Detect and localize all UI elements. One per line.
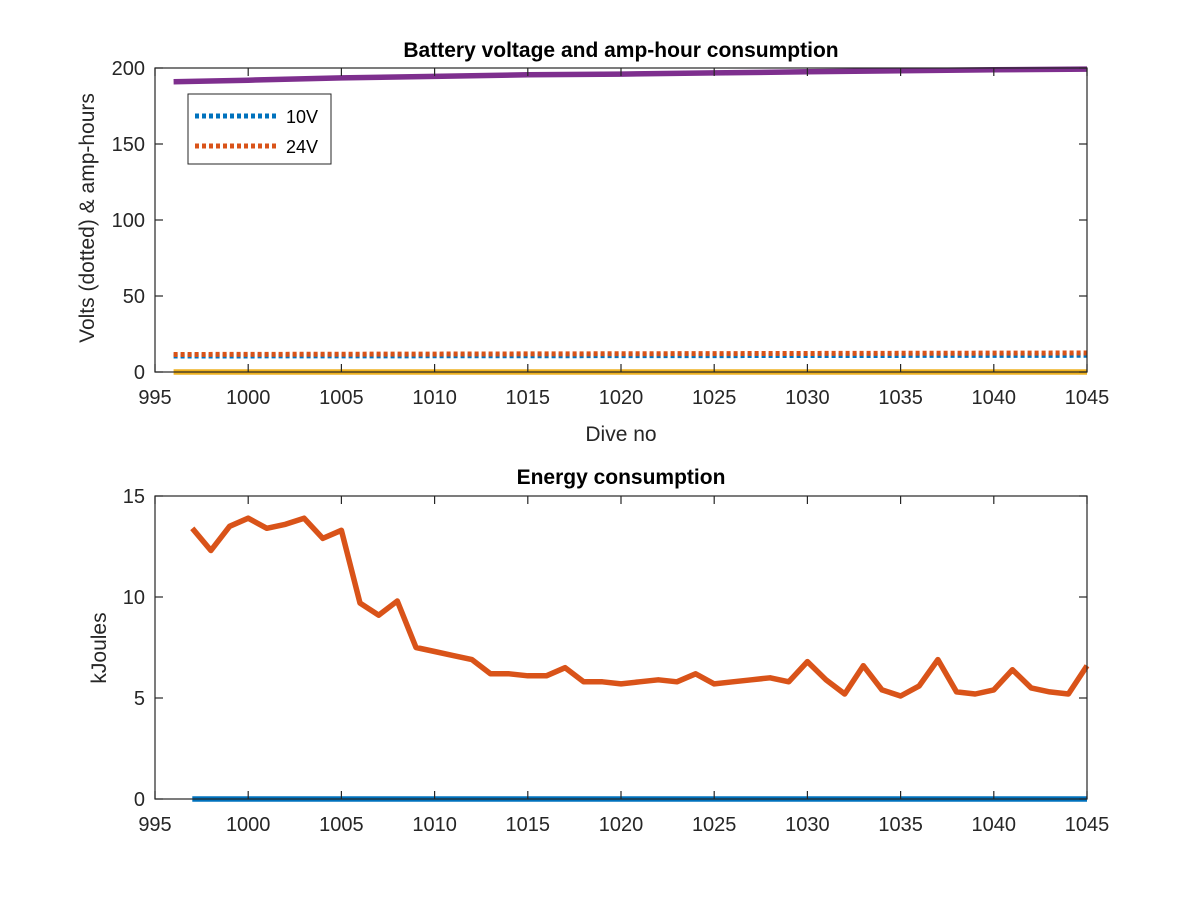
x-tick-label: 1005 bbox=[319, 387, 364, 409]
y-tick-label: 100 bbox=[112, 210, 145, 232]
x-tick-label: 1000 bbox=[226, 387, 271, 409]
voltage-chart-xlabel: Dive no bbox=[585, 423, 656, 446]
y-tick-label: 200 bbox=[112, 58, 145, 80]
series-line-1-0 bbox=[190, 515, 1090, 699]
y-tick-label: 50 bbox=[123, 286, 145, 308]
x-tick-label: 1025 bbox=[692, 814, 737, 836]
energy-chart-title: Energy consumption bbox=[517, 466, 726, 489]
x-tick-label: 1040 bbox=[972, 814, 1017, 836]
voltage-chart: Battery voltage and amp-hour consumption… bbox=[76, 39, 1109, 446]
y-tick-label: 0 bbox=[134, 362, 145, 384]
x-tick-label: 1000 bbox=[226, 814, 271, 836]
x-tick-label: 1015 bbox=[506, 814, 551, 836]
voltage-chart-title: Battery voltage and amp-hour consumption bbox=[403, 39, 838, 62]
energy-chart-ylabel: kJoules bbox=[88, 612, 111, 683]
x-tick-label: 1015 bbox=[506, 387, 551, 409]
energy-chart-axes: 995 1000 1005 1010 1015 1020 1025 1030 1035 1040 1… bbox=[123, 486, 1110, 836]
x-tick-label: 995 bbox=[138, 814, 171, 836]
x-tick-label: 1045 bbox=[1065, 814, 1110, 836]
legend-label-10v: 10V bbox=[286, 107, 318, 127]
voltage-chart-ylabel: Volts (dotted) & amp-hours bbox=[76, 93, 99, 343]
x-tick-label: 1010 bbox=[412, 387, 457, 409]
x-tick-label: 1020 bbox=[599, 814, 644, 836]
y-tick-label: 5 bbox=[134, 688, 145, 710]
voltage-chart-legend: 10V 24V bbox=[187, 93, 332, 165]
x-tick-label: 1035 bbox=[878, 387, 923, 409]
x-tick-label: 995 bbox=[138, 387, 171, 409]
x-tick-label: 1045 bbox=[1065, 387, 1110, 409]
x-tick-label: 1005 bbox=[319, 814, 364, 836]
energy-chart: Energy consumption kJoules 995 1000 1005 10… bbox=[88, 466, 1109, 836]
y-tick-label: 150 bbox=[112, 134, 145, 156]
y-tick-label: 15 bbox=[123, 486, 145, 508]
x-tick-label: 1010 bbox=[412, 814, 457, 836]
x-tick-label: 1025 bbox=[692, 387, 737, 409]
x-tick-label: 1030 bbox=[785, 387, 830, 409]
legend-label-24v: 24V bbox=[286, 137, 318, 157]
x-tick-label: 1040 bbox=[972, 387, 1017, 409]
series-line-24v bbox=[173, 350, 1088, 357]
y-tick-label: 10 bbox=[123, 587, 145, 609]
x-tick-label: 1035 bbox=[878, 814, 923, 836]
x-tick-label: 1020 bbox=[599, 387, 644, 409]
voltage-chart-axes: 995 1000 1005 1010 1015 1020 1025 1030 1035 1040 1… bbox=[112, 58, 1110, 409]
y-tick-label: 0 bbox=[134, 789, 145, 811]
x-tick-label: 1030 bbox=[785, 814, 830, 836]
legend-box bbox=[187, 93, 332, 165]
